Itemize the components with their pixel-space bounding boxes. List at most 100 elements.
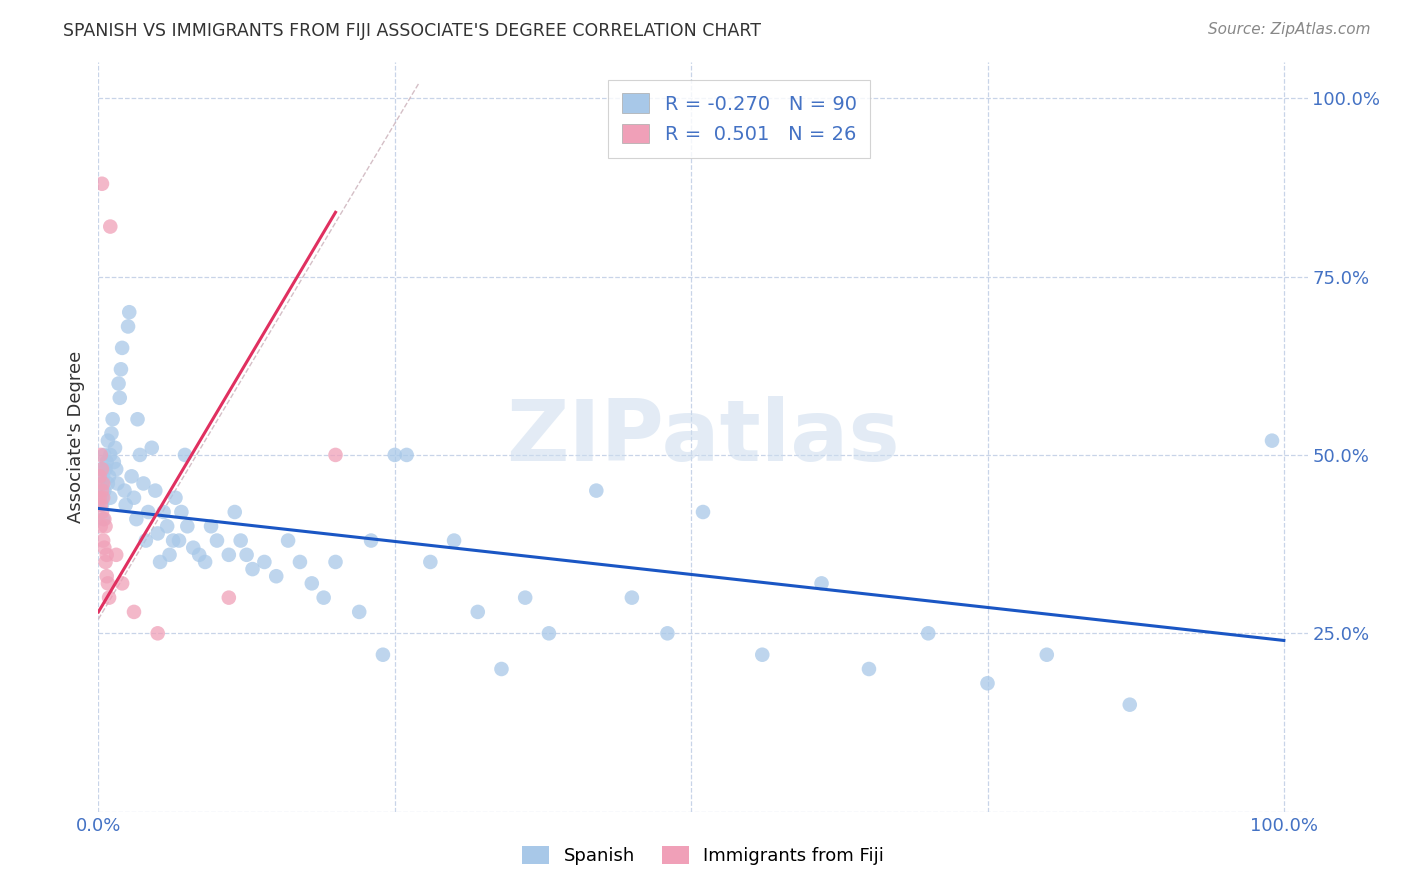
Point xyxy=(114,483,136,498)
Point xyxy=(264,569,287,583)
Point xyxy=(242,562,264,576)
Point xyxy=(122,491,145,505)
Point xyxy=(111,341,134,355)
Point xyxy=(312,591,335,605)
Point xyxy=(491,662,513,676)
Point xyxy=(141,441,163,455)
Point xyxy=(194,555,217,569)
Point xyxy=(1036,648,1059,662)
Point xyxy=(91,476,114,491)
Point xyxy=(360,533,382,548)
Point xyxy=(91,462,114,476)
Point xyxy=(174,448,197,462)
Point xyxy=(371,648,394,662)
Point xyxy=(188,548,211,562)
Point xyxy=(136,505,159,519)
Point xyxy=(110,362,132,376)
Point xyxy=(165,491,187,505)
Point xyxy=(104,441,127,455)
Point xyxy=(90,519,112,533)
Point xyxy=(170,505,193,519)
Point xyxy=(288,555,311,569)
Point xyxy=(159,548,181,562)
Point xyxy=(218,591,240,605)
Point xyxy=(146,626,169,640)
Point xyxy=(91,505,114,519)
Point xyxy=(93,541,115,555)
Point xyxy=(96,455,118,469)
Point xyxy=(585,483,607,498)
Point xyxy=(253,555,276,569)
Point xyxy=(200,519,222,533)
Point xyxy=(167,533,190,548)
Point xyxy=(94,462,117,476)
Point xyxy=(143,483,166,498)
Point xyxy=(103,455,125,469)
Legend: Spanish, Immigrants from Fiji: Spanish, Immigrants from Fiji xyxy=(513,837,893,874)
Point xyxy=(125,512,148,526)
Point xyxy=(91,469,114,483)
Point xyxy=(537,626,560,640)
Point xyxy=(692,505,714,519)
Y-axis label: Associate's Degree: Associate's Degree xyxy=(66,351,84,524)
Point xyxy=(108,391,131,405)
Text: SPANISH VS IMMIGRANTS FROM FIJI ASSOCIATE'S DEGREE CORRELATION CHART: SPANISH VS IMMIGRANTS FROM FIJI ASSOCIAT… xyxy=(63,22,761,40)
Point xyxy=(976,676,998,690)
Point xyxy=(96,569,118,583)
Point xyxy=(1261,434,1284,448)
Point xyxy=(127,412,149,426)
Point xyxy=(94,555,117,569)
Point xyxy=(229,533,252,548)
Point xyxy=(149,555,172,569)
Point xyxy=(97,434,120,448)
Point xyxy=(146,526,169,541)
Point xyxy=(122,605,145,619)
Text: ZIPatlas: ZIPatlas xyxy=(506,395,900,479)
Point xyxy=(121,469,143,483)
Point xyxy=(118,305,141,319)
Point xyxy=(91,483,114,498)
Point xyxy=(858,662,880,676)
Point xyxy=(96,548,118,562)
Point xyxy=(325,555,347,569)
Point xyxy=(91,491,114,505)
Point xyxy=(89,491,111,505)
Point xyxy=(91,512,114,526)
Point xyxy=(620,591,643,605)
Point xyxy=(111,576,134,591)
Point xyxy=(218,548,240,562)
Point xyxy=(98,219,121,234)
Point xyxy=(90,448,112,462)
Point xyxy=(156,519,179,533)
Point xyxy=(93,512,115,526)
Point xyxy=(98,491,121,505)
Point xyxy=(657,626,679,640)
Point xyxy=(117,319,139,334)
Point xyxy=(467,605,489,619)
Point xyxy=(347,605,370,619)
Point xyxy=(105,476,128,491)
Point xyxy=(107,376,129,391)
Point xyxy=(91,177,114,191)
Point xyxy=(100,426,122,441)
Point xyxy=(91,533,114,548)
Point xyxy=(1119,698,1142,712)
Point xyxy=(181,541,204,555)
Point xyxy=(94,519,117,533)
Point xyxy=(93,448,115,462)
Point xyxy=(515,591,537,605)
Point xyxy=(129,448,152,462)
Point xyxy=(443,533,465,548)
Point xyxy=(98,591,121,605)
Point xyxy=(162,533,184,548)
Point xyxy=(114,498,136,512)
Point xyxy=(97,576,120,591)
Point xyxy=(90,462,112,476)
Point xyxy=(132,476,155,491)
Point xyxy=(91,498,114,512)
Point xyxy=(395,448,418,462)
Legend: R = -0.270   N = 90, R =  0.501   N = 26: R = -0.270 N = 90, R = 0.501 N = 26 xyxy=(609,79,870,158)
Point xyxy=(224,505,246,519)
Point xyxy=(90,498,112,512)
Point xyxy=(91,476,114,491)
